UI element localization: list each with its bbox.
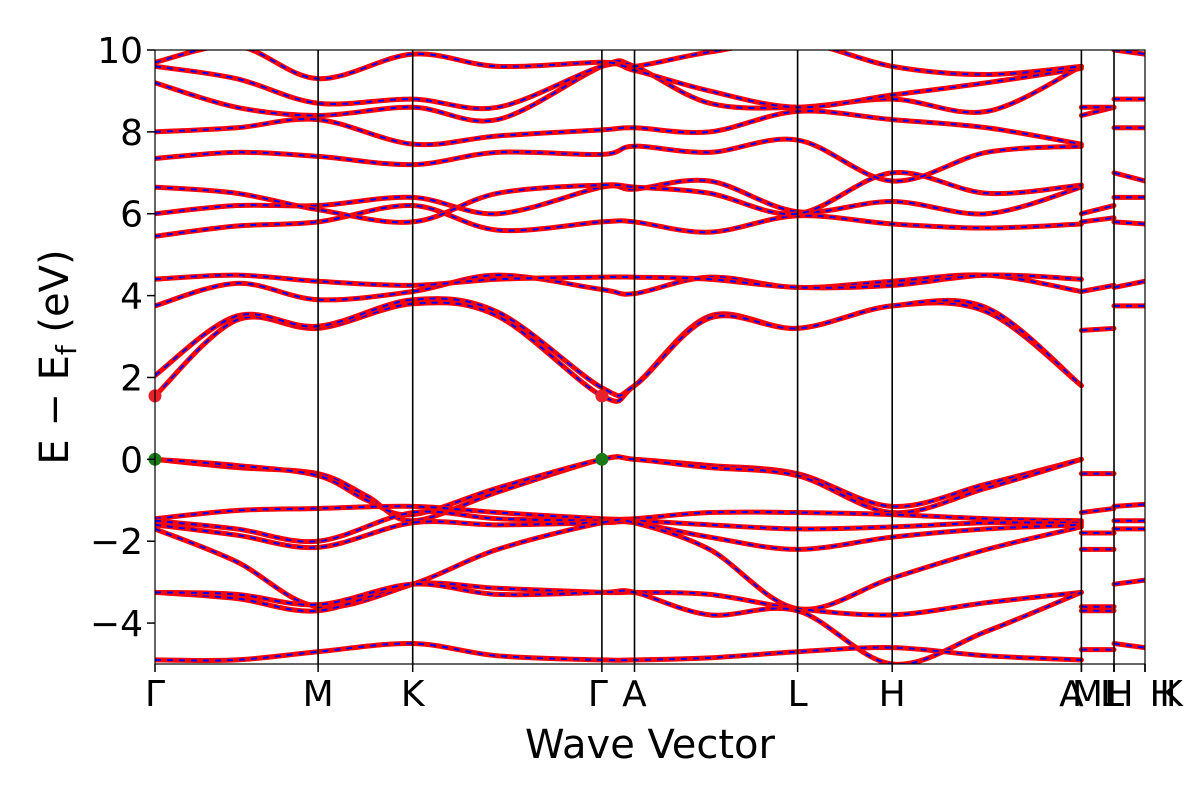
y-axis-title-main: E − E — [32, 355, 78, 465]
plot-frame — [154, 49, 1146, 665]
band-edge-marker — [595, 452, 609, 466]
x-tick-label: L — [1100, 674, 1120, 715]
y-tick-label: 8 — [120, 113, 143, 154]
x-tick-label: M — [1072, 674, 1103, 715]
band-line — [1111, 50, 1145, 57]
band-line — [155, 454, 1084, 518]
band-line — [155, 581, 1084, 664]
x-tick-label: L — [1104, 674, 1124, 715]
band-line — [1078, 203, 1117, 217]
band-line — [155, 272, 1084, 309]
x-tick-label: L — [788, 674, 808, 715]
x-tick-label: Γ — [145, 674, 165, 715]
band-line — [1078, 215, 1117, 225]
bands-layer — [155, 50, 1145, 664]
band-line-inner — [1081, 204, 1115, 215]
band-line-outer — [155, 136, 1084, 184]
y-tick-label: −4 — [90, 604, 143, 645]
band-line — [155, 58, 1084, 124]
x-tick-label: A — [1059, 674, 1084, 715]
band-line — [155, 203, 1084, 239]
x-tick-label: H — [1149, 674, 1176, 715]
band-line-inner — [155, 110, 1082, 146]
x-tick-label: H — [879, 674, 906, 715]
band-line-inner — [1113, 171, 1145, 182]
band-line-inner — [1113, 280, 1145, 289]
band-line — [1078, 325, 1117, 333]
band-line-inner — [1113, 642, 1145, 649]
band-line-outer — [155, 169, 1084, 225]
band-line-inner — [155, 455, 1082, 516]
band-line-inner — [1113, 50, 1145, 56]
band-line-inner — [155, 59, 1082, 122]
band-line — [1111, 577, 1145, 587]
band-line-inner — [155, 518, 1082, 611]
x-tick-label: K — [401, 674, 426, 715]
band-line-inner — [1081, 216, 1115, 223]
x-tick-label: K — [1159, 674, 1184, 715]
band-line — [1111, 641, 1145, 651]
band-line-inner — [1081, 284, 1115, 293]
band-line-inner — [155, 583, 1082, 664]
x-tick-label: M — [303, 674, 334, 715]
band-line — [155, 50, 1084, 82]
band-line-inner — [155, 297, 1083, 397]
y-tick-label: −2 — [90, 522, 143, 563]
y-axis-title-subscript: f — [50, 344, 83, 355]
band-line-outer — [155, 272, 1084, 291]
band-line — [1111, 170, 1145, 184]
band-line — [1111, 219, 1145, 227]
band-line — [1078, 282, 1117, 295]
band-line — [155, 641, 1084, 664]
band-line-outer — [155, 641, 1084, 664]
y-tick-label: 4 — [120, 277, 143, 318]
band-line — [1111, 278, 1145, 290]
high-symmetry-lines — [317, 50, 1115, 664]
y-tick-label: 10 — [97, 31, 143, 72]
band-line-outer — [155, 300, 1084, 404]
band-line-inner — [155, 50, 1082, 80]
band-line-inner — [155, 273, 1082, 307]
band-line-inner — [1081, 327, 1115, 332]
markers-layer — [148, 389, 609, 466]
band-line — [155, 300, 1084, 404]
band-line — [155, 136, 1084, 184]
band-line-outer — [155, 296, 1084, 399]
band-line-inner — [155, 520, 1082, 551]
band-line-inner — [155, 62, 1082, 110]
band-line — [1111, 501, 1145, 509]
band-line — [155, 272, 1084, 291]
x-tick-label: A — [622, 674, 647, 715]
band-line-inner — [1113, 503, 1145, 508]
band-line — [155, 296, 1084, 399]
x-axis-title: Wave Vector — [525, 722, 776, 768]
band-line — [1078, 505, 1117, 516]
band-edge-marker — [595, 389, 609, 403]
y-axis-title: E − Ef (eV) — [32, 249, 83, 464]
band-line-inner — [155, 204, 1082, 238]
band-line-outer — [155, 454, 1084, 518]
band-line-inner — [1113, 579, 1145, 586]
y-tick-label: 2 — [120, 358, 143, 399]
band-line-inner — [1081, 507, 1115, 514]
y-axis-title-unit: (eV) — [32, 249, 78, 345]
band-line-inner — [155, 171, 1082, 224]
y-tick-label: 6 — [120, 195, 143, 236]
band-line-inner — [155, 301, 1083, 403]
y-tick-label: 0 — [120, 440, 143, 481]
band-line — [155, 108, 1084, 148]
band-line — [155, 169, 1084, 225]
y-axis-ticks: −4 −2 0 2 4 6 8 10 — [90, 31, 155, 645]
x-tick-label: H — [1106, 674, 1133, 715]
band-line-inner — [1113, 220, 1145, 225]
band-line-inner — [155, 138, 1082, 182]
x-tick-label: Γ — [588, 674, 608, 715]
